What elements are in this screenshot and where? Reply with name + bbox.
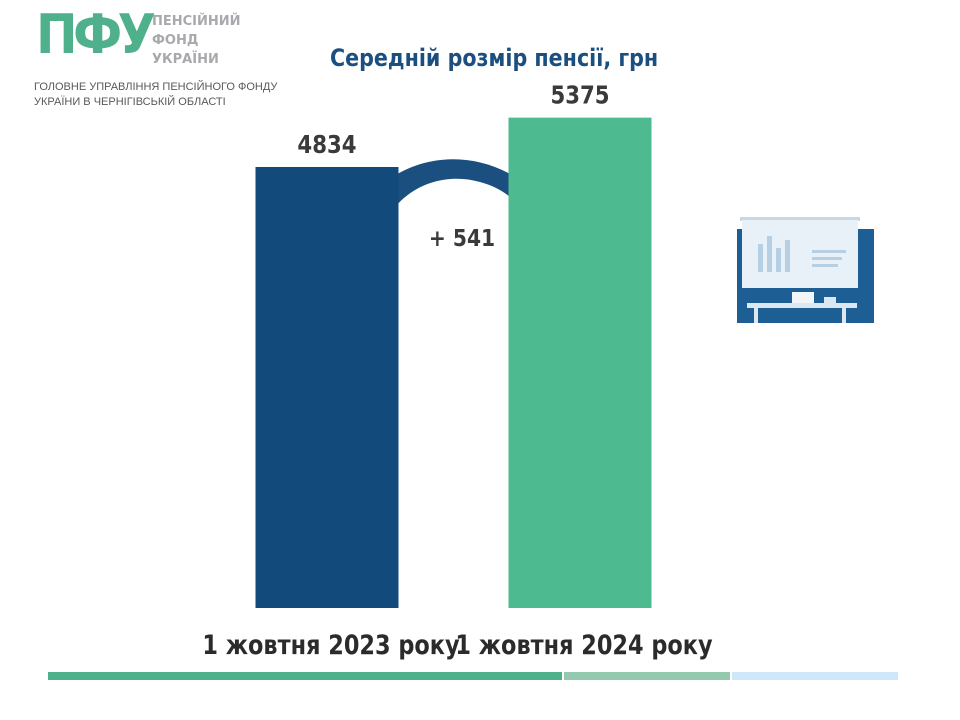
logo-text-line: ПЕНСІЙНИЙ — [152, 14, 241, 29]
bar — [508, 117, 652, 608]
bar — [255, 166, 399, 608]
organization-line: УКРАЇНИ В ЧЕРНІГІВСЬКІЙ ОБЛАСТІ — [34, 96, 226, 108]
footer-bar-segment — [732, 672, 898, 680]
logo-text: ПЕНСІЙНИЙ ФОНД УКРАЇНИ — [152, 12, 272, 69]
increase-annotation: + 541 — [429, 226, 495, 253]
footer-bar-segment — [48, 672, 562, 680]
logo-mark: ПФУ — [36, 3, 156, 66]
chart-title: Середній розмір пенсії, грн — [330, 44, 659, 72]
category-label: 1 жовтня 2023 року — [202, 629, 459, 661]
data-label: 4834 — [297, 130, 356, 159]
logo-text-line: УКРАЇНИ — [152, 52, 219, 67]
category-label: 1 жовтня 2024 року — [455, 629, 712, 661]
organization-line: ГОЛОВНЕ УПРАВЛІННЯ ПЕНСІЙНОГО ФОНДУ — [34, 81, 278, 93]
footer-bar-segment — [564, 672, 730, 680]
presentation-board-icon — [737, 217, 874, 323]
data-label: 5375 — [550, 81, 609, 110]
logo-text-line: ФОНД — [152, 33, 199, 48]
organization-name: ГОЛОВНЕ УПРАВЛІННЯ ПЕНСІЙНОГО ФОНДУ УКРА… — [34, 80, 314, 110]
